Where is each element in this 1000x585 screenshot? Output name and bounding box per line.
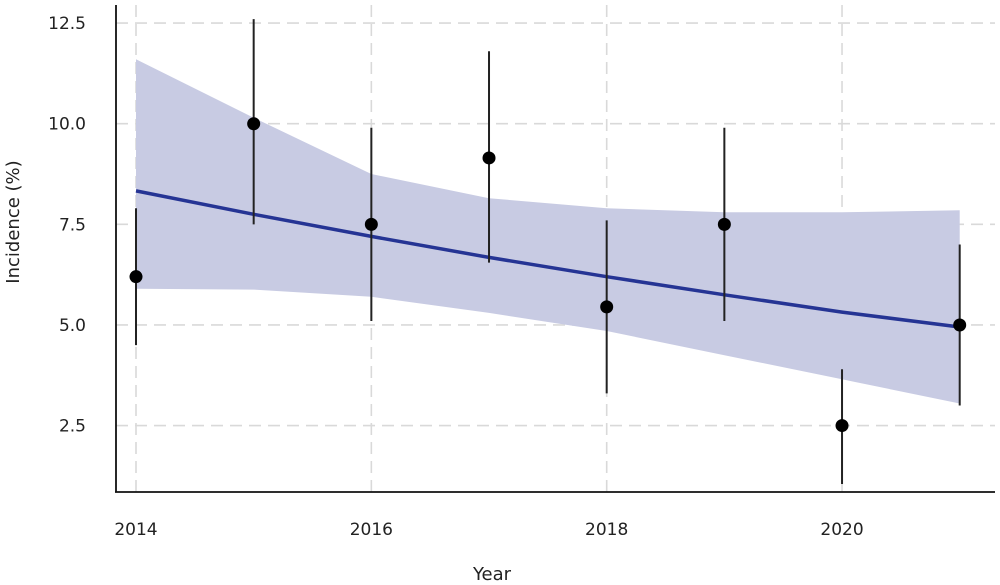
data-point bbox=[482, 151, 496, 165]
data-point-layer bbox=[129, 117, 967, 433]
data-point bbox=[129, 270, 143, 284]
y-tick-label: 2.5 bbox=[59, 417, 86, 437]
y-tick-label: 10.0 bbox=[48, 115, 86, 135]
tick-labels: 2.5 5.0 7.5 10.0 12.5 2014 2016 2018 2020 bbox=[48, 14, 864, 540]
data-point bbox=[717, 217, 731, 231]
confidence-band bbox=[136, 59, 960, 404]
axes bbox=[115, 5, 995, 493]
y-tick-label: 7.5 bbox=[59, 215, 86, 235]
x-tick-label: 2016 bbox=[350, 520, 393, 540]
x-axis-title: Year bbox=[472, 564, 512, 585]
y-tick-label: 12.5 bbox=[48, 14, 86, 34]
y-axis-title: Incidence (%) bbox=[3, 160, 24, 283]
data-point bbox=[953, 318, 967, 332]
x-tick-label: 2014 bbox=[114, 520, 157, 540]
trend-line-layer bbox=[135, 189, 960, 329]
data-point bbox=[364, 217, 378, 231]
y-tick-label: 5.0 bbox=[59, 316, 86, 336]
data-point bbox=[835, 419, 849, 433]
x-tick-label: 2018 bbox=[585, 520, 628, 540]
data-point bbox=[600, 300, 614, 314]
data-point bbox=[247, 117, 261, 131]
x-tick-label: 2020 bbox=[820, 520, 863, 540]
trend-line bbox=[135, 189, 960, 329]
confidence-band-layer bbox=[136, 59, 960, 404]
